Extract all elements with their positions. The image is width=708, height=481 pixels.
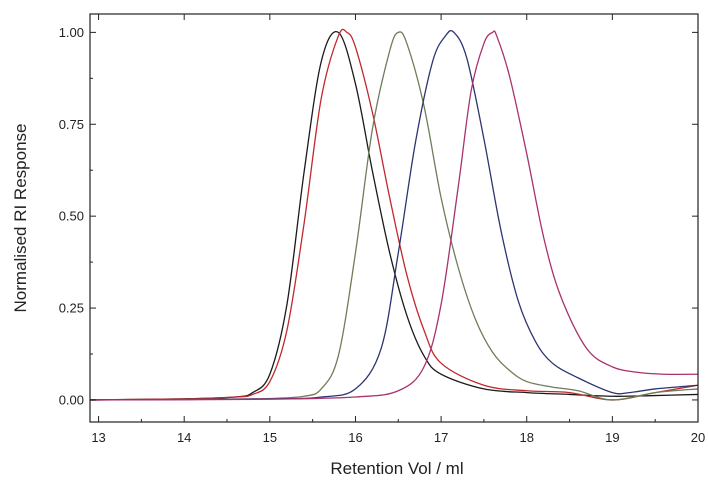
x-tick-label: 18 xyxy=(519,430,533,445)
tick-layer: 13 14 15 16 17 18 19 20 0.00 0.25 0.50 0.75 1.00 xyxy=(59,14,705,445)
x-axis-title: Retention Vol / ml xyxy=(330,459,463,478)
x-tick-label: 14 xyxy=(177,430,191,445)
y-tick-label: 1.00 xyxy=(59,25,84,40)
series-line-2 xyxy=(89,28,699,401)
series-line-3 xyxy=(89,31,699,401)
x-tick-label: 17 xyxy=(434,430,448,445)
x-tick-label: 13 xyxy=(91,430,105,445)
series-line-5 xyxy=(89,30,699,401)
x-tick-label: 20 xyxy=(691,430,705,445)
series-line-4 xyxy=(89,29,699,401)
x-tick-label: 19 xyxy=(605,430,619,445)
series-layer xyxy=(89,28,699,401)
y-tick-label: 0.75 xyxy=(59,117,84,132)
x-tick-label: 16 xyxy=(348,430,362,445)
y-tick-label: 0.00 xyxy=(59,392,84,407)
series-line-1 xyxy=(89,30,699,401)
plot-frame xyxy=(89,13,699,423)
y-axis-title: Normalised RI Response xyxy=(11,124,30,313)
x-tick-label: 15 xyxy=(263,430,277,445)
y-tick-label: 0.25 xyxy=(59,301,84,316)
y-tick-label: 0.50 xyxy=(59,209,84,224)
